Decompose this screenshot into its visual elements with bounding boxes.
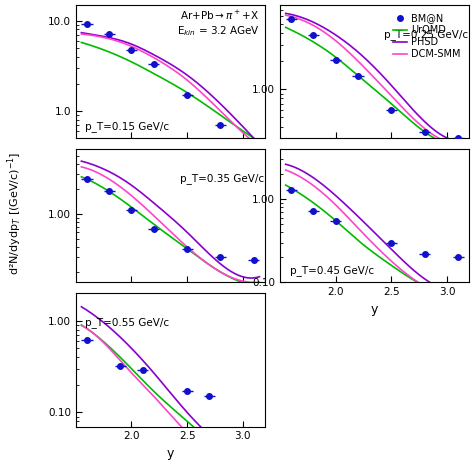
Legend: BM@N, UrQMD, PHSD, DCM-SMM: BM@N, UrQMD, PHSD, DCM-SMM: [389, 9, 465, 63]
Text: Ar+Pb$\rightarrow\pi^+$+X
E$_{kin}$ = 3.2 AGeV: Ar+Pb$\rightarrow\pi^+$+X E$_{kin}$ = 3.…: [176, 9, 259, 37]
X-axis label: y: y: [371, 303, 378, 316]
Text: p_T=0.15 GeV/c: p_T=0.15 GeV/c: [85, 121, 169, 132]
Text: p_T=0.25 GeV/c: p_T=0.25 GeV/c: [384, 29, 468, 40]
Text: p_T=0.35 GeV/c: p_T=0.35 GeV/c: [180, 173, 264, 184]
Text: d²N/dydp$_T$ [(GeV/c)$^{-1}$]: d²N/dydp$_T$ [(GeV/c)$^{-1}$]: [5, 152, 24, 275]
X-axis label: y: y: [167, 447, 174, 460]
Text: p_T=0.55 GeV/c: p_T=0.55 GeV/c: [85, 317, 169, 328]
Text: p_T=0.45 GeV/c: p_T=0.45 GeV/c: [290, 265, 374, 276]
